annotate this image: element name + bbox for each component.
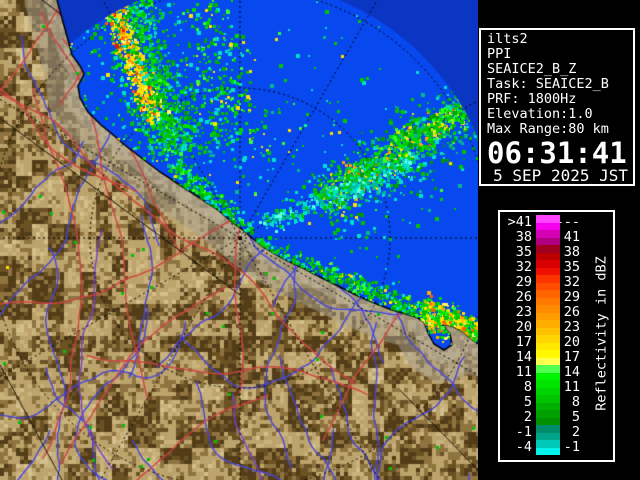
legend-row: 29 32	[500, 275, 613, 290]
legend-row: 38 41	[500, 230, 613, 245]
legend-right-label: 38	[563, 244, 580, 260]
colorbar-band	[536, 252, 560, 260]
colorbar-band	[536, 305, 560, 313]
legend-left-label: 38	[515, 229, 532, 245]
radar-info-panel: ilts2 PPI SEAICE2_B_Z Task: SEAICE2_B PR…	[479, 24, 640, 192]
legend-left-label: 32	[515, 259, 532, 275]
colorbar-band	[536, 365, 560, 373]
legend-right-label: 41	[563, 229, 580, 245]
colorbar-band	[536, 395, 560, 403]
legend-row: -1 2	[500, 425, 613, 440]
task-name: Task: SEAICE2_B	[487, 76, 609, 92]
legend-title-vertical: Reflectivity in dBZ	[593, 256, 610, 411]
colorbar	[536, 215, 560, 455]
colorbar-band	[536, 275, 560, 283]
legend-left-label: 29	[515, 274, 532, 290]
station-id: ilts2	[487, 31, 528, 47]
colorbar-band	[536, 357, 560, 365]
colorbar-band	[536, 417, 560, 425]
legend-right-label: 8	[571, 394, 580, 410]
legend-right-label: 20	[563, 334, 580, 350]
legend-left-label: 26	[515, 289, 532, 305]
colorbar-band	[536, 222, 560, 230]
colorbar-band	[536, 342, 560, 350]
legend-row: >41 ---	[500, 215, 613, 230]
prf-value: PRF: 1800Hz	[487, 91, 577, 107]
legend-row: 8 11	[500, 380, 613, 395]
colorbar-band	[536, 447, 560, 455]
legend-row: 23 26	[500, 305, 613, 320]
legend-left-label: 8	[523, 379, 532, 395]
reflectivity-legend: >41 --- 38 41 35 38 32 35 29 32 26 29 23 26 20 23 17 20 14…	[498, 210, 620, 467]
legend-right-label: 2	[571, 424, 580, 440]
legend-row: 14 17	[500, 350, 613, 365]
legend-right-label: 35	[563, 259, 580, 275]
legend-left-label: 23	[515, 304, 532, 320]
clock-time: 06:31:41	[487, 136, 627, 170]
legend-left-label: 2	[523, 409, 532, 425]
legend-left-label: -4	[515, 439, 532, 455]
legend-right-label: -1	[563, 439, 580, 455]
max-range-value: Max Range:80 km	[487, 121, 609, 137]
colorbar-band	[536, 282, 560, 290]
legend-row: 11 14	[500, 365, 613, 380]
colorbar-band	[536, 290, 560, 298]
colorbar-band	[536, 380, 560, 388]
clock-date: 5 SEP 2025 JST	[493, 166, 628, 185]
legend-row: 32 35	[500, 260, 613, 275]
colorbar-band	[536, 425, 560, 433]
legend-right-label: 14	[563, 364, 580, 380]
legend-right-label: 23	[563, 319, 580, 335]
colorbar-band	[536, 237, 560, 245]
colorbar-band	[536, 245, 560, 253]
colorbar-band	[536, 267, 560, 275]
colorbar-band	[536, 260, 560, 268]
legend-right-label: 32	[563, 274, 580, 290]
legend-row: 35 38	[500, 245, 613, 260]
legend-left-label: 17	[515, 334, 532, 350]
colorbar-band	[536, 327, 560, 335]
colorbar-band	[536, 440, 560, 448]
legend-left-label: >41	[507, 214, 532, 230]
legend-right-label: 26	[563, 304, 580, 320]
scan-mode: PPI	[487, 46, 512, 62]
legend-right-label: ---	[555, 214, 580, 230]
elevation-value: Elevation:1.0	[487, 106, 593, 122]
legend-left-label: 20	[515, 319, 532, 335]
legend-right-label: 11	[563, 379, 580, 395]
product-id: SEAICE2_B_Z	[487, 61, 577, 77]
legend-left-label: 35	[515, 244, 532, 260]
legend-left-label: 11	[515, 364, 532, 380]
colorbar-band	[536, 312, 560, 320]
colorbar-band	[536, 432, 560, 440]
colorbar-band	[536, 215, 560, 223]
legend-right-label: 5	[571, 409, 580, 425]
colorbar-band	[536, 402, 560, 410]
colorbar-band	[536, 230, 560, 238]
colorbar-band	[536, 335, 560, 343]
colorbar-band	[536, 297, 560, 305]
radar-ppi-map-canvas	[0, 0, 478, 480]
legend-row: 17 20	[500, 335, 613, 350]
colorbar-band	[536, 350, 560, 358]
legend-row: 20 23	[500, 320, 613, 335]
legend-row: 26 29	[500, 290, 613, 305]
legend-right-label: 17	[563, 349, 580, 365]
legend-row: -4 -1	[500, 440, 613, 455]
colorbar-band	[536, 372, 560, 380]
legend-left-label: 14	[515, 349, 532, 365]
legend-left-label: 5	[523, 394, 532, 410]
legend-right-label: 29	[563, 289, 580, 305]
colorbar-band	[536, 320, 560, 328]
colorbar-band	[536, 387, 560, 395]
legend-left-label: -1	[515, 424, 532, 440]
colorbar-band	[536, 410, 560, 418]
